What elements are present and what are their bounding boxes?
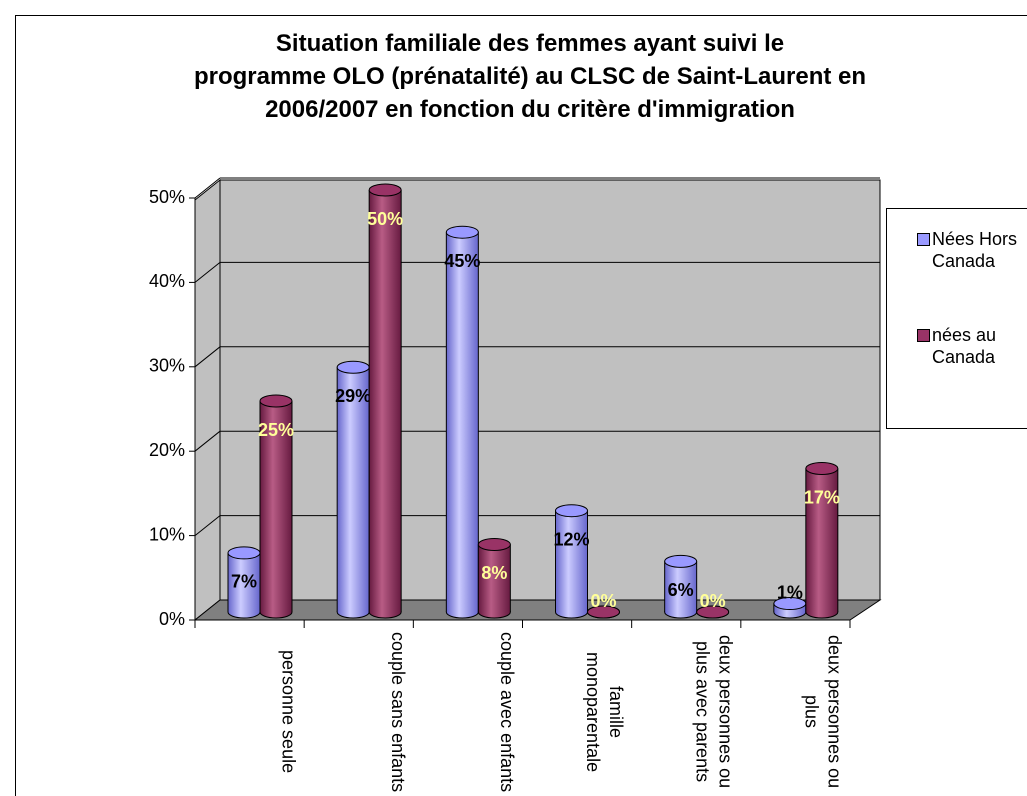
data-label: 8% — [481, 563, 507, 583]
grid-line — [194, 430, 221, 452]
bar-body — [446, 232, 479, 612]
legend-swatch — [917, 233, 930, 246]
data-label: 1% — [777, 582, 803, 602]
x-tick-label: famille monoparentale — [583, 651, 627, 773]
bar — [368, 183, 402, 619]
data-label: 29% — [335, 386, 371, 406]
bar-body — [555, 510, 588, 612]
x-tick-label: personne seule — [278, 650, 299, 774]
y-tick-label: 10% — [149, 524, 185, 544]
bar-body — [369, 190, 402, 612]
grid-line — [194, 346, 221, 368]
bar — [336, 360, 370, 619]
bar-top — [664, 554, 698, 568]
bar — [696, 605, 730, 619]
bar — [477, 537, 511, 619]
bar-body — [260, 401, 292, 612]
bar-top — [259, 394, 293, 408]
bar-top — [587, 605, 620, 619]
bar-top — [696, 605, 730, 619]
bar-body — [805, 468, 838, 612]
y-tick-label: 20% — [149, 440, 185, 460]
bar-body — [478, 544, 511, 612]
bar — [805, 462, 839, 619]
data-label: 6% — [668, 580, 694, 600]
data-label: 45% — [444, 251, 480, 271]
bar-top — [477, 537, 511, 551]
chart-title: Situation familiale des femmes ayant sui… — [194, 30, 866, 123]
bar-top — [368, 183, 402, 197]
x-tick-label: couple sans enfants — [387, 631, 408, 793]
bar — [259, 394, 293, 619]
back-wall — [219, 179, 881, 601]
legend-box — [886, 208, 1027, 429]
legend-swatch — [917, 329, 930, 342]
x-tick-label: couple avec enfants — [496, 631, 517, 793]
data-label: 50% — [367, 209, 403, 229]
bar — [587, 605, 620, 619]
chart-border — [15, 15, 1027, 796]
bar — [227, 546, 261, 619]
bar-top — [555, 504, 588, 518]
legend-label: Nées Hors Canada — [932, 229, 1018, 271]
bar-body — [228, 552, 260, 612]
x-tick-label: deux personnes ou plus avec parents — [692, 635, 736, 789]
y-tick-label: 0% — [159, 609, 185, 629]
bar-top — [336, 360, 370, 374]
bar — [664, 554, 698, 619]
y-tick-label: 40% — [149, 271, 185, 291]
legend-label: nées au Canada — [932, 325, 997, 367]
side-wall — [194, 178, 221, 622]
bar-body — [337, 367, 370, 612]
data-label: 7% — [231, 572, 257, 592]
bar-top — [805, 462, 839, 476]
grid-line — [194, 515, 221, 536]
bar-top — [445, 225, 479, 239]
data-label: 17% — [804, 487, 840, 507]
data-label: 12% — [553, 529, 589, 549]
x-tick-label: deux personnes ou plus — [801, 635, 845, 789]
grid-line — [194, 262, 221, 283]
bar — [555, 504, 588, 619]
bar-top — [227, 546, 261, 560]
data-label: 0% — [590, 591, 616, 611]
data-label: 25% — [258, 420, 294, 440]
data-label: 0% — [700, 591, 726, 611]
y-tick-label: 30% — [149, 356, 185, 376]
bar-body — [664, 561, 697, 612]
bar — [445, 225, 479, 619]
grid-line — [194, 177, 221, 199]
y-tick-label: 50% — [149, 187, 185, 207]
